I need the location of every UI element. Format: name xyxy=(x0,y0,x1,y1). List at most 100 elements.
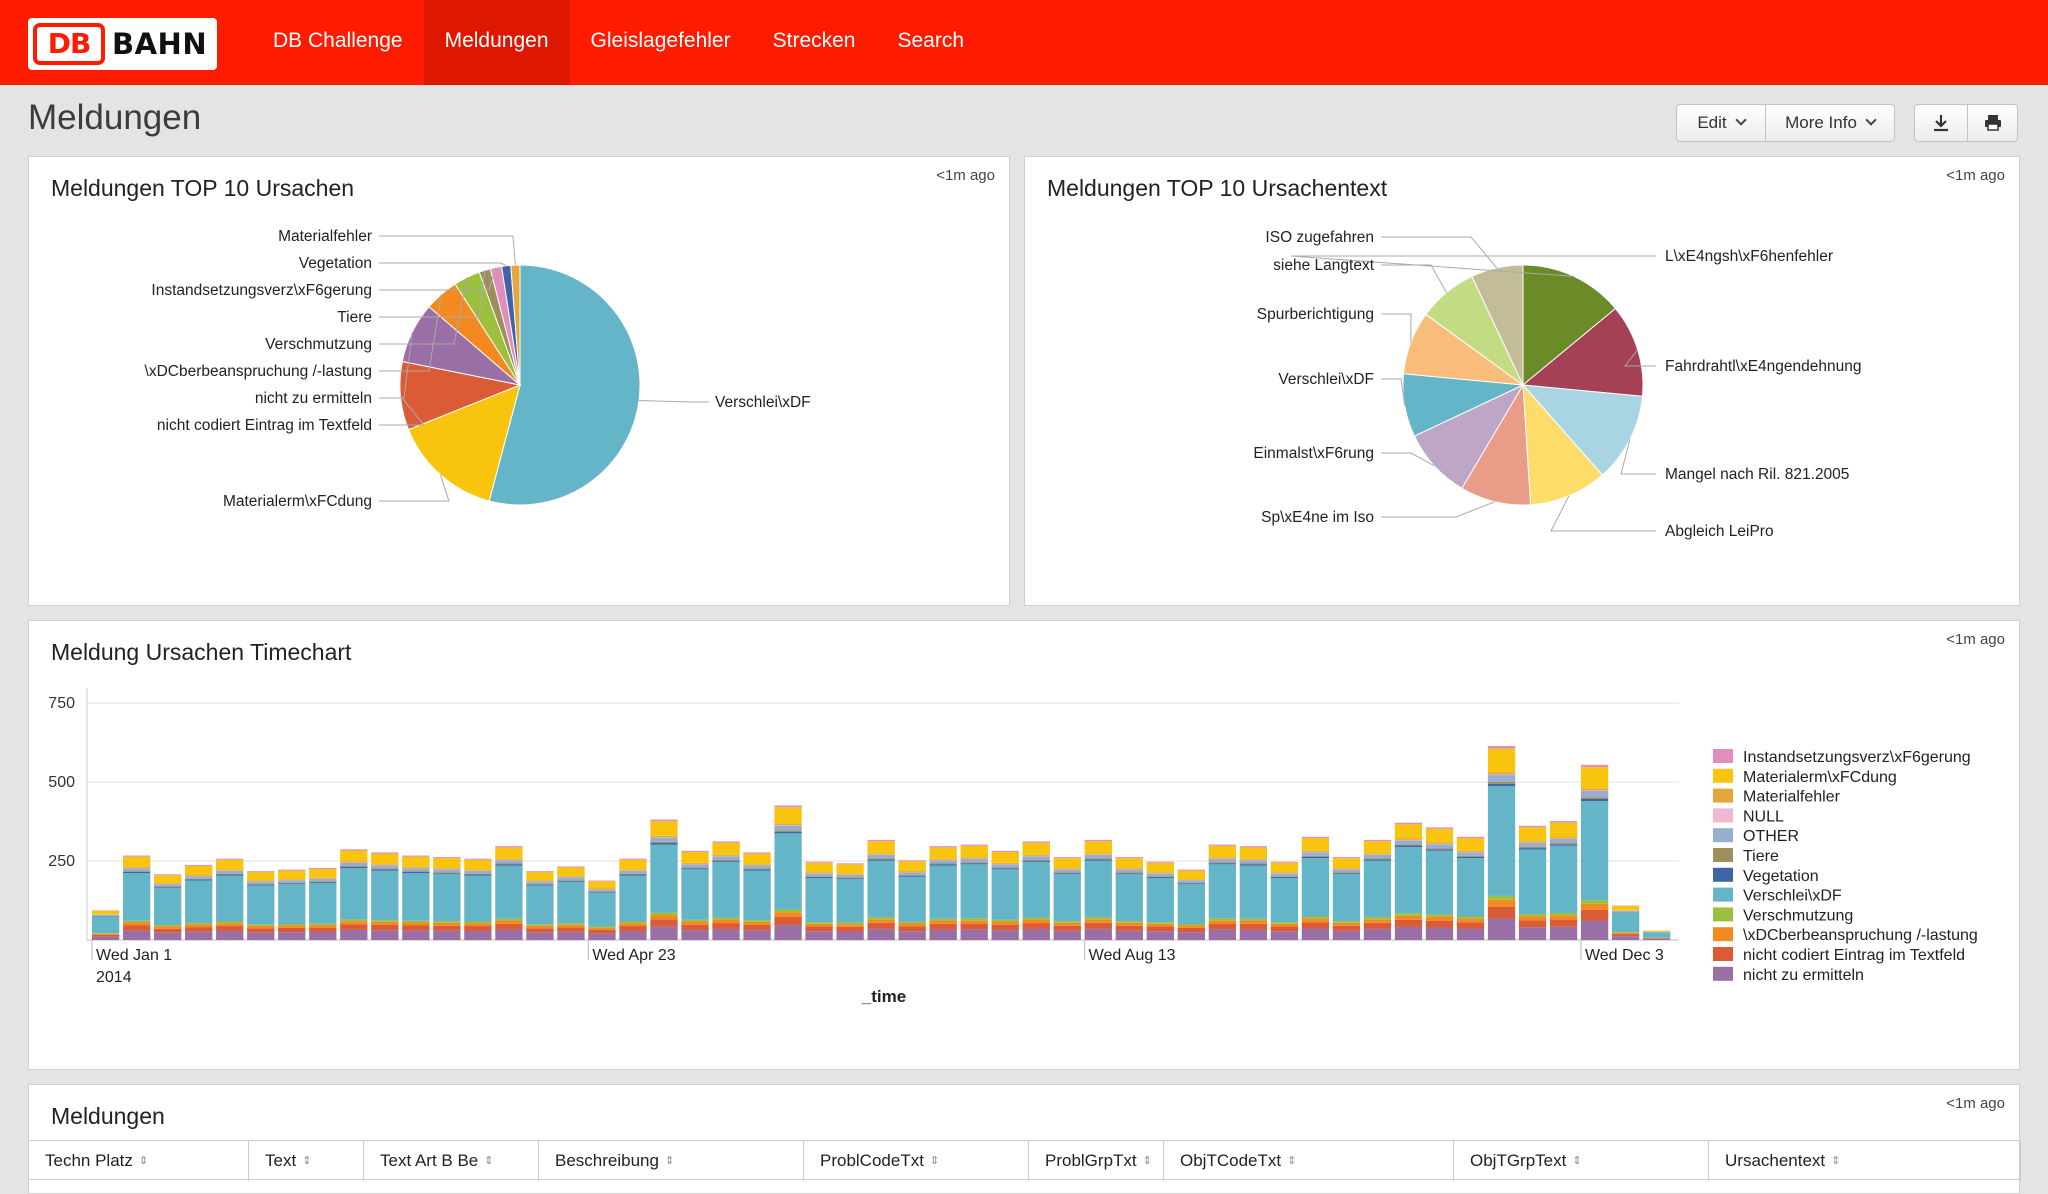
bar-stack[interactable] xyxy=(867,840,894,940)
bar-segment-nicht-codiert-eintrag-im-textfeld xyxy=(650,919,677,926)
column-header-ursachentext[interactable]: Ursachentext⇕ xyxy=(1709,1141,2021,1181)
more-info-button[interactable]: More Info xyxy=(1765,105,1894,141)
bar-stack[interactable] xyxy=(1116,857,1143,940)
nav-item-search[interactable]: Search xyxy=(876,0,985,85)
bar-segment-verschlei xyxy=(92,916,119,933)
download-button[interactable] xyxy=(1915,105,1967,141)
bar-stack[interactable] xyxy=(1054,857,1081,940)
bar-stack[interactable] xyxy=(1178,870,1205,940)
legend-item-tiere[interactable]: Tiere xyxy=(1713,848,1779,865)
bar-stack[interactable] xyxy=(588,881,615,940)
bar-segment-instandsetzungsverzgerung xyxy=(526,871,553,872)
bar-stack[interactable] xyxy=(340,849,367,940)
bar-stack[interactable] xyxy=(899,860,926,940)
bar-segment-berbeanspruchung-lastung xyxy=(899,923,926,926)
bar-stack[interactable] xyxy=(805,862,832,940)
bar-stack[interactable] xyxy=(1457,837,1484,940)
bar-stack[interactable] xyxy=(1364,840,1391,940)
bar-stack[interactable] xyxy=(1612,906,1639,940)
nav-item-strecken[interactable]: Strecken xyxy=(752,0,877,85)
bar-segment-materialermdung xyxy=(1395,824,1422,838)
column-header-text-art-b-be[interactable]: Text Art B Be⇕ xyxy=(364,1141,539,1181)
bar-stack[interactable] xyxy=(836,863,863,940)
column-header-beschreibung[interactable]: Beschreibung⇕ xyxy=(539,1141,804,1181)
bar-segment-verschlei xyxy=(309,883,336,924)
legend-item-verschmutzung[interactable]: Verschmutzung xyxy=(1713,907,1853,924)
legend-item-verschlei[interactable]: Verschlei\xDF xyxy=(1713,888,1842,905)
column-header-objtgrptext[interactable]: ObjTGrpText⇕ xyxy=(1454,1141,1709,1181)
bar-stack[interactable] xyxy=(1519,826,1546,940)
column-header-techn-platz[interactable]: Techn Platz⇕ xyxy=(29,1141,249,1181)
bar-stack[interactable] xyxy=(961,845,988,940)
bar-segment-verschlei xyxy=(1240,866,1267,919)
bar-stack[interactable] xyxy=(464,859,491,940)
column-header-text[interactable]: Text⇕ xyxy=(249,1141,364,1181)
sort-icon: ⇕ xyxy=(1572,1142,1581,1181)
bar-stack[interactable] xyxy=(1209,845,1236,940)
nav-item-meldungen[interactable]: Meldungen xyxy=(424,0,570,85)
bar-stack[interactable] xyxy=(1643,931,1670,940)
bar-stack[interactable] xyxy=(681,851,708,940)
column-header-problgrptxt[interactable]: ProblGrpTxt⇕ xyxy=(1029,1141,1164,1181)
bar-stack[interactable] xyxy=(433,857,460,940)
legend-item-other[interactable]: OTHER xyxy=(1713,828,1799,845)
bar-stack[interactable] xyxy=(743,852,770,940)
bar-stack[interactable] xyxy=(619,859,646,940)
bar-stack[interactable] xyxy=(1023,841,1050,940)
bar-stack[interactable] xyxy=(92,910,119,940)
bar-stack[interactable] xyxy=(650,820,677,940)
bar-stack[interactable] xyxy=(1271,862,1298,940)
legend-item-nicht-codiert-eintrag-im-textfeld[interactable]: nicht codiert Eintrag im Textfeld xyxy=(1713,947,1965,964)
bar-segment-other xyxy=(588,889,615,891)
column-header-objtcodetxt[interactable]: ObjTCodeTxt⇕ xyxy=(1164,1141,1454,1181)
bar-stack[interactable] xyxy=(1333,857,1360,940)
legend-item-vegetation[interactable]: Vegetation xyxy=(1713,868,1819,885)
bar-stack[interactable] xyxy=(185,865,212,940)
bar-stack[interactable] xyxy=(1240,846,1267,940)
bar-stack[interactable] xyxy=(712,841,739,940)
db-bahn-logo[interactable]: DB BAHN xyxy=(28,18,217,70)
bar-stack[interactable] xyxy=(1550,821,1577,940)
bar-stack[interactable] xyxy=(402,856,429,940)
bar-stack[interactable] xyxy=(992,851,1019,940)
bar-stack[interactable] xyxy=(247,871,274,940)
legend-swatch xyxy=(1713,789,1733,803)
bar-stack[interactable] xyxy=(557,866,584,940)
bar-stack[interactable] xyxy=(930,846,957,940)
bar-stack[interactable] xyxy=(1395,823,1422,940)
bar-stack[interactable] xyxy=(774,805,801,940)
bar-segment-instandsetzungsverzgerung xyxy=(588,881,615,882)
bar-stack[interactable] xyxy=(1488,746,1515,940)
bar-segment-instandsetzungsverzgerung xyxy=(1581,765,1608,767)
column-header-problcodetxt[interactable]: ProblCodeTxt⇕ xyxy=(804,1141,1029,1181)
bar-stack[interactable] xyxy=(309,868,336,940)
legend-item-materialfehler[interactable]: Materialfehler xyxy=(1713,789,1841,806)
bar-stack[interactable] xyxy=(1426,827,1453,940)
bar-stack[interactable] xyxy=(1147,862,1174,940)
bar-stack[interactable] xyxy=(1581,765,1608,940)
legend-item-null[interactable]: NULL xyxy=(1713,808,1784,825)
bar-stack[interactable] xyxy=(371,852,398,940)
bar-stack[interactable] xyxy=(526,871,553,940)
edit-button[interactable]: Edit xyxy=(1677,105,1765,141)
bar-segment-nicht-zu-ermitteln xyxy=(961,929,988,940)
bar-stack[interactable] xyxy=(495,846,522,940)
bar-segment-other xyxy=(1271,873,1298,876)
bar-segment-vegetation xyxy=(464,875,491,876)
nav-item-db-challenge[interactable]: DB Challenge xyxy=(252,0,424,85)
legend-item-berbeanspruchung-lastung[interactable]: \xDCberbeanspruchung /-lastung xyxy=(1713,927,1978,944)
bar-stack[interactable] xyxy=(154,874,181,940)
legend-item-instandsetzungsverzgerung[interactable]: Instandsetzungsverz\xF6gerung xyxy=(1713,749,1971,766)
legend-item-materialermdung[interactable]: Materialerm\xFCdung xyxy=(1713,769,1897,786)
legend-item-nicht-zu-ermitteln[interactable]: nicht zu ermitteln xyxy=(1713,967,1864,984)
bar-stack[interactable] xyxy=(123,856,150,940)
bar-stack[interactable] xyxy=(1085,840,1112,940)
bar-segment-instandsetzungsverzgerung xyxy=(650,820,677,822)
bar-stack[interactable] xyxy=(216,859,243,940)
panel-top10-ursachen: Meldungen TOP 10 Ursachen <1m ago Versch… xyxy=(28,156,1010,606)
bar-stack[interactable] xyxy=(1302,837,1329,940)
print-button[interactable] xyxy=(1967,105,2017,141)
bar-segment-other xyxy=(1581,791,1608,797)
nav-item-gleislagefehler[interactable]: Gleislagefehler xyxy=(570,0,752,85)
bar-stack[interactable] xyxy=(278,870,305,940)
